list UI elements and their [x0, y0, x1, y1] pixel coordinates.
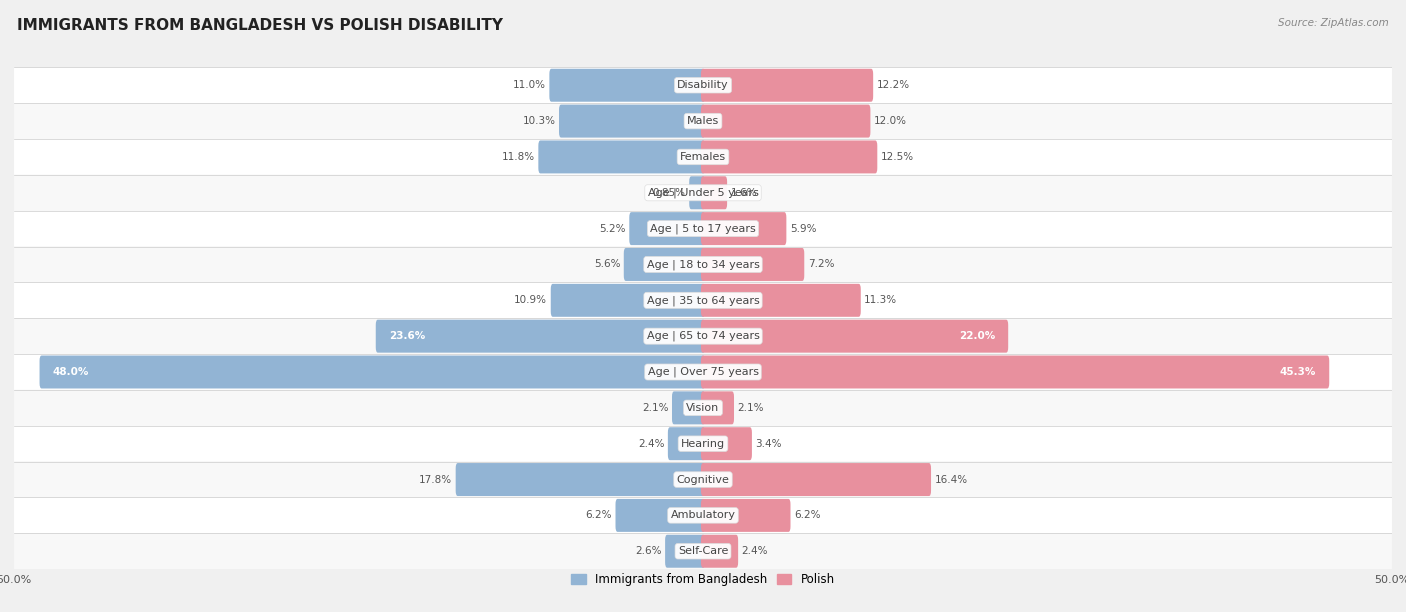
FancyBboxPatch shape [14, 426, 1392, 461]
Text: 10.9%: 10.9% [515, 296, 547, 305]
FancyBboxPatch shape [665, 535, 704, 568]
Text: Vision: Vision [686, 403, 720, 413]
Text: 2.4%: 2.4% [741, 547, 768, 556]
Text: Age | Under 5 years: Age | Under 5 years [648, 187, 758, 198]
Text: 22.0%: 22.0% [959, 331, 995, 341]
Text: Cognitive: Cognitive [676, 474, 730, 485]
Text: 11.8%: 11.8% [502, 152, 534, 162]
FancyBboxPatch shape [550, 69, 704, 102]
FancyBboxPatch shape [14, 318, 1392, 354]
Text: 6.2%: 6.2% [794, 510, 821, 520]
Text: 48.0%: 48.0% [52, 367, 89, 377]
Text: 10.3%: 10.3% [523, 116, 555, 126]
FancyBboxPatch shape [39, 356, 704, 389]
Text: 16.4%: 16.4% [935, 474, 967, 485]
Legend: Immigrants from Bangladesh, Polish: Immigrants from Bangladesh, Polish [567, 569, 839, 591]
Text: Females: Females [681, 152, 725, 162]
FancyBboxPatch shape [560, 105, 704, 138]
FancyBboxPatch shape [14, 282, 1392, 318]
Text: Self-Care: Self-Care [678, 547, 728, 556]
FancyBboxPatch shape [375, 319, 704, 353]
FancyBboxPatch shape [14, 390, 1392, 426]
FancyBboxPatch shape [14, 175, 1392, 211]
FancyBboxPatch shape [14, 247, 1392, 282]
FancyBboxPatch shape [702, 176, 727, 209]
FancyBboxPatch shape [702, 463, 931, 496]
Text: IMMIGRANTS FROM BANGLADESH VS POLISH DISABILITY: IMMIGRANTS FROM BANGLADESH VS POLISH DIS… [17, 18, 503, 34]
FancyBboxPatch shape [702, 535, 738, 568]
FancyBboxPatch shape [702, 284, 860, 317]
Text: 11.3%: 11.3% [865, 296, 897, 305]
Text: 5.6%: 5.6% [593, 259, 620, 269]
Text: Ambulatory: Ambulatory [671, 510, 735, 520]
FancyBboxPatch shape [702, 427, 752, 460]
Text: 17.8%: 17.8% [419, 474, 453, 485]
Text: 2.4%: 2.4% [638, 439, 665, 449]
FancyBboxPatch shape [702, 248, 804, 281]
FancyBboxPatch shape [624, 248, 704, 281]
FancyBboxPatch shape [14, 533, 1392, 569]
Text: 7.2%: 7.2% [807, 259, 834, 269]
FancyBboxPatch shape [551, 284, 704, 317]
Text: 2.1%: 2.1% [643, 403, 669, 413]
FancyBboxPatch shape [456, 463, 704, 496]
Text: Age | 18 to 34 years: Age | 18 to 34 years [647, 259, 759, 270]
Text: 45.3%: 45.3% [1279, 367, 1316, 377]
Text: Males: Males [688, 116, 718, 126]
FancyBboxPatch shape [14, 67, 1392, 103]
FancyBboxPatch shape [702, 140, 877, 173]
Text: Age | 65 to 74 years: Age | 65 to 74 years [647, 331, 759, 341]
FancyBboxPatch shape [702, 105, 870, 138]
FancyBboxPatch shape [702, 391, 734, 424]
FancyBboxPatch shape [702, 212, 786, 245]
FancyBboxPatch shape [702, 319, 1008, 353]
FancyBboxPatch shape [14, 354, 1392, 390]
Text: Hearing: Hearing [681, 439, 725, 449]
Text: 5.9%: 5.9% [790, 223, 817, 234]
Text: 12.0%: 12.0% [875, 116, 907, 126]
FancyBboxPatch shape [14, 498, 1392, 533]
Text: 2.6%: 2.6% [636, 547, 662, 556]
FancyBboxPatch shape [14, 139, 1392, 175]
Text: Age | 5 to 17 years: Age | 5 to 17 years [650, 223, 756, 234]
Text: 23.6%: 23.6% [389, 331, 425, 341]
Text: Disability: Disability [678, 80, 728, 90]
FancyBboxPatch shape [538, 140, 704, 173]
FancyBboxPatch shape [616, 499, 704, 532]
Text: 11.0%: 11.0% [513, 80, 546, 90]
FancyBboxPatch shape [14, 211, 1392, 247]
Text: 3.4%: 3.4% [755, 439, 782, 449]
FancyBboxPatch shape [14, 103, 1392, 139]
Text: 2.1%: 2.1% [738, 403, 763, 413]
FancyBboxPatch shape [689, 176, 704, 209]
FancyBboxPatch shape [702, 499, 790, 532]
Text: Source: ZipAtlas.com: Source: ZipAtlas.com [1278, 18, 1389, 28]
Text: 12.5%: 12.5% [880, 152, 914, 162]
Text: Age | Over 75 years: Age | Over 75 years [648, 367, 758, 377]
FancyBboxPatch shape [630, 212, 704, 245]
FancyBboxPatch shape [702, 356, 1329, 389]
Text: Age | 35 to 64 years: Age | 35 to 64 years [647, 295, 759, 305]
Text: 6.2%: 6.2% [585, 510, 612, 520]
Text: 12.2%: 12.2% [876, 80, 910, 90]
FancyBboxPatch shape [702, 69, 873, 102]
FancyBboxPatch shape [14, 461, 1392, 498]
Text: 1.6%: 1.6% [731, 188, 756, 198]
Text: 5.2%: 5.2% [599, 223, 626, 234]
FancyBboxPatch shape [668, 427, 704, 460]
FancyBboxPatch shape [672, 391, 704, 424]
Text: 0.85%: 0.85% [652, 188, 686, 198]
